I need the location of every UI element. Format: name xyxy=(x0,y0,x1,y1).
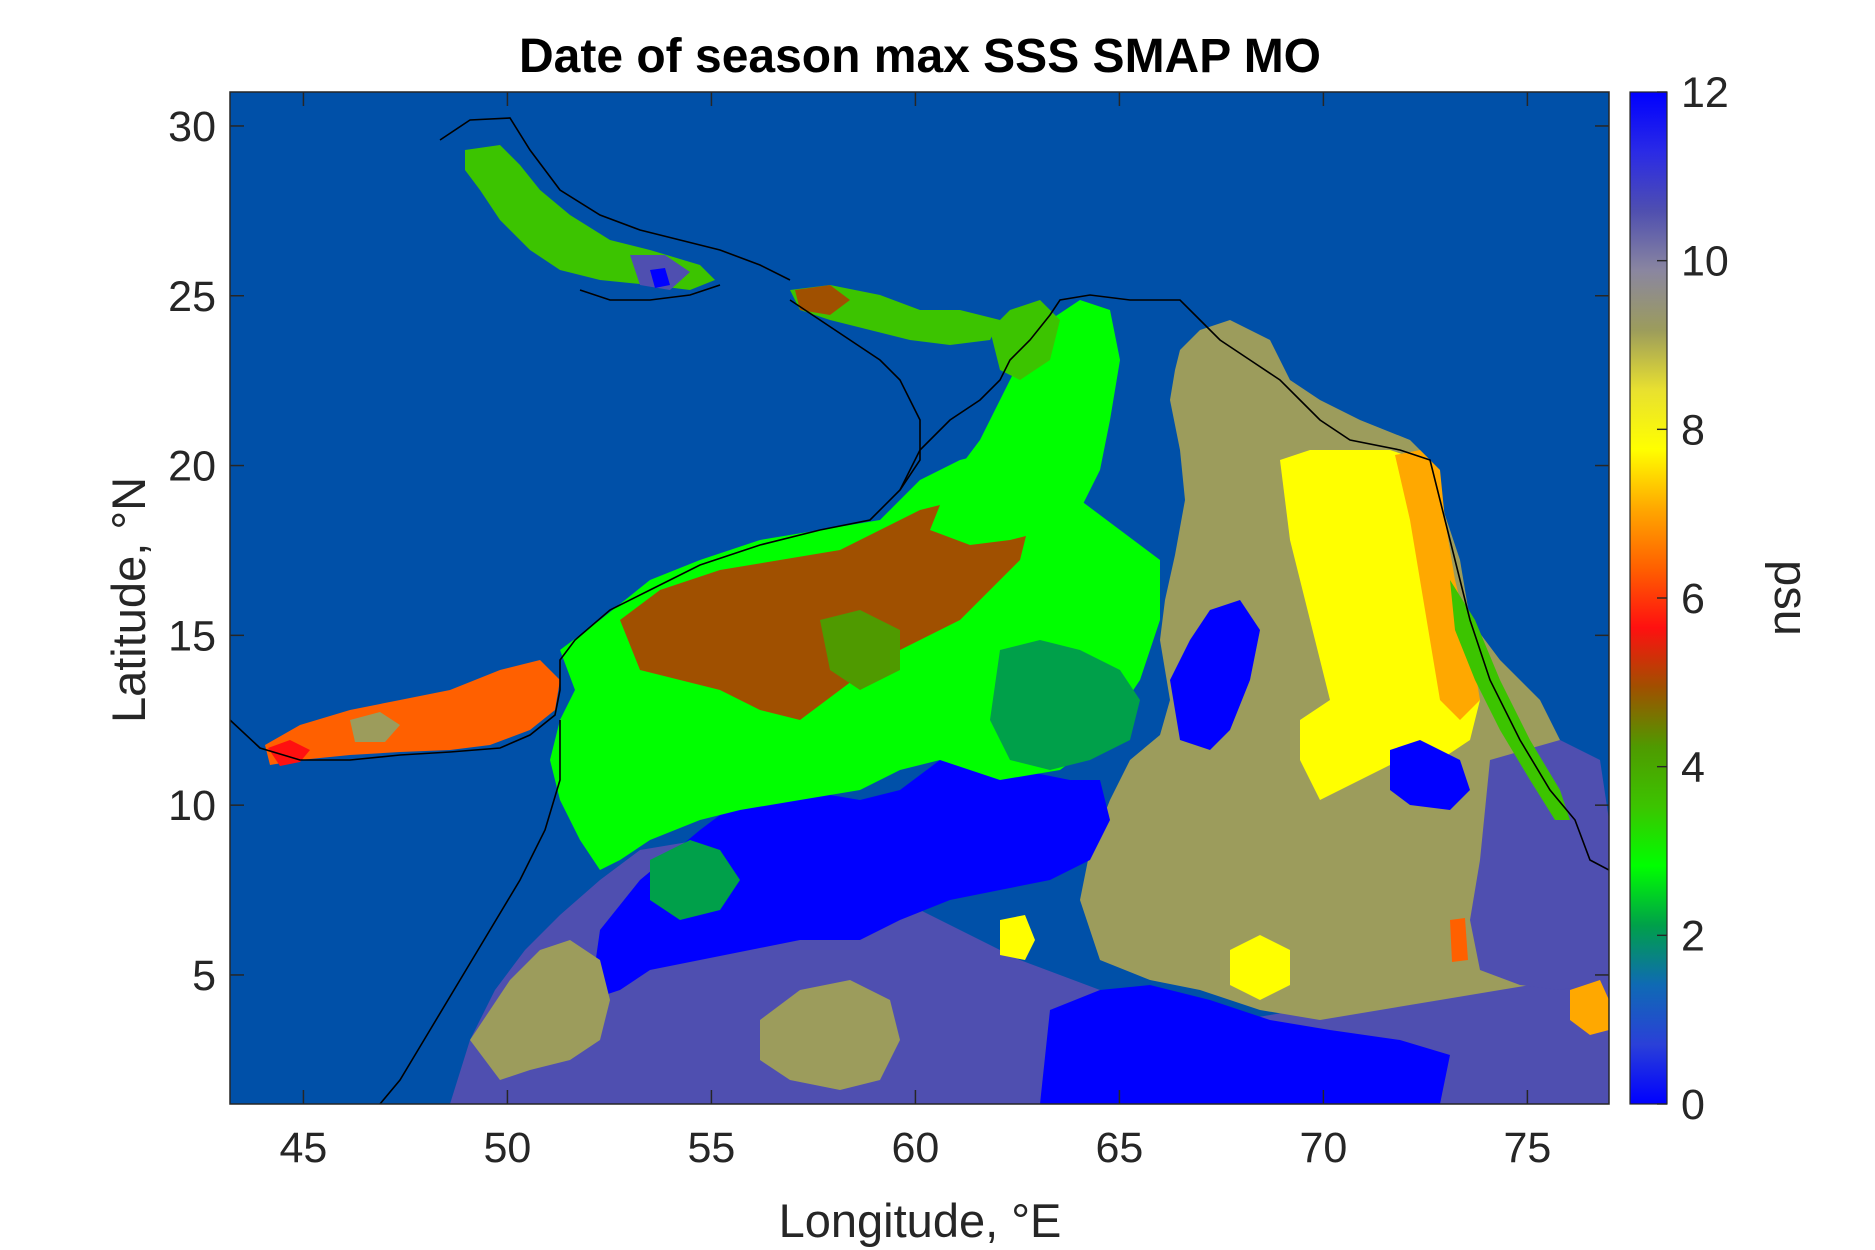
colorbar-tick-label: 0 xyxy=(1681,1081,1705,1129)
y-tick-label: 20 xyxy=(168,443,216,491)
region-persian-gulf xyxy=(465,145,715,290)
y-tick-label: 25 xyxy=(168,273,216,321)
colorbar-ticks: 0 2 4 6 8 10 12 xyxy=(1657,69,1729,1129)
x-tick-label: 45 xyxy=(280,1124,328,1172)
region-gulf-of-aden-olive xyxy=(350,712,400,742)
y-ticks: 5 10 15 20 25 30 xyxy=(168,103,1609,1000)
colorbar-tick-label: 4 xyxy=(1681,744,1705,792)
region-gulf-of-aden xyxy=(265,660,560,765)
region-orange-coast xyxy=(1395,450,1480,720)
region-blue-center xyxy=(590,760,1110,1000)
coastline-persian-gulf xyxy=(439,117,791,281)
region-green-northmost xyxy=(990,300,1060,380)
x-tick-label: 60 xyxy=(891,1124,939,1172)
region-olive-south-center xyxy=(760,980,900,1090)
x-tick-label: 50 xyxy=(484,1124,532,1172)
region-green-coast xyxy=(1450,580,1570,820)
map-title: Date of season max SSS SMAP MO xyxy=(519,30,1321,83)
x-tick-label: 65 xyxy=(1095,1124,1143,1172)
y-tick-label: 15 xyxy=(168,612,216,660)
coastline xyxy=(230,117,1609,1104)
region-darkgreen-east xyxy=(990,640,1140,770)
axes-frame xyxy=(229,91,1610,1105)
coastline-horn xyxy=(379,720,561,1104)
region-blue-coast-patch xyxy=(1390,740,1470,810)
colorbar-tick-label: 12 xyxy=(1681,69,1729,117)
x-tick-label: 70 xyxy=(1299,1124,1347,1172)
x-ticks: 45 50 55 60 65 70 75 xyxy=(280,92,1551,1172)
coastline-persian-gulf-south xyxy=(579,284,721,301)
region-brown-east xyxy=(820,610,900,690)
colorbar-label: psu xyxy=(1765,560,1818,636)
x-tick-label: 75 xyxy=(1503,1124,1551,1172)
coastline-arabia-africa xyxy=(230,294,1609,871)
y-tick-label: 10 xyxy=(168,782,216,830)
region-persian-gulf-blue xyxy=(650,268,670,288)
colorbar-tick-label: 6 xyxy=(1681,575,1705,623)
x-axis-label: Longitude, °E xyxy=(779,1194,1062,1247)
region-gulf-of-oman-brown xyxy=(795,285,850,315)
region-brown-central xyxy=(620,500,1030,720)
region-orange-southeast xyxy=(1570,980,1609,1035)
region-blue-mid-east xyxy=(1170,600,1260,750)
coastline-arabia-north xyxy=(789,299,921,491)
region-olive-south-west xyxy=(470,940,610,1080)
region-yellow-south xyxy=(1230,935,1290,1000)
y-tick-label: 30 xyxy=(168,103,216,151)
y-axis-label: Latitude, °N xyxy=(102,477,155,723)
y-tick-label: 5 xyxy=(192,952,216,1000)
colorbar-tick-label: 8 xyxy=(1681,406,1705,454)
region-blue-equatorial xyxy=(1040,985,1450,1104)
region-red-maldives xyxy=(1450,918,1468,962)
region-yellow-south-2 xyxy=(1000,915,1035,960)
x-tick-label: 55 xyxy=(688,1124,736,1172)
plot-area xyxy=(230,92,1609,1104)
region-darkgreen-south xyxy=(650,840,740,920)
colorbar-tick-label: 10 xyxy=(1681,238,1729,286)
region-green-north xyxy=(930,300,1120,545)
colorbar-tick-label: 2 xyxy=(1681,912,1705,960)
region-slate-southeast xyxy=(1470,740,1609,990)
sss-field xyxy=(265,145,1609,1104)
